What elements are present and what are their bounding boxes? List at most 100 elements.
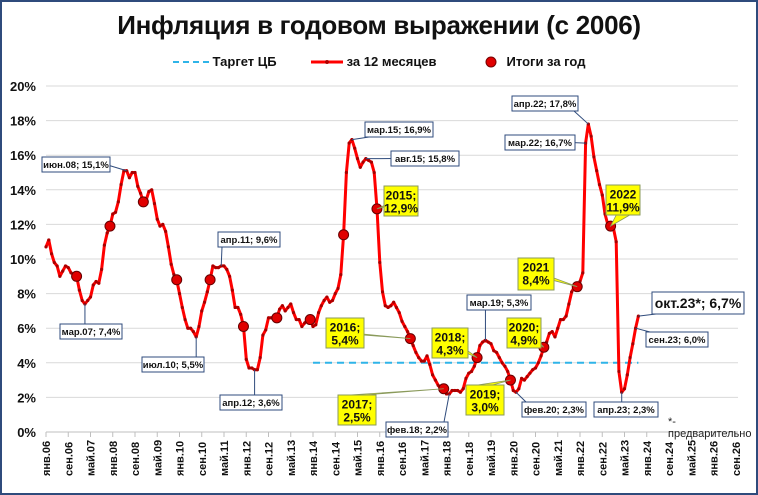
svg-text:2020;: 2020; [509,320,540,334]
svg-text:апр.11; 9,6%: апр.11; 9,6% [221,235,279,246]
x-tick-label: сен.16 [397,442,409,476]
x-tick-label: сен.14 [330,441,342,476]
x-axis-ticks: янв.06 сен.06 май.07 янв.08 сен.08 май.09 янв.… [41,432,743,476]
legend-item-target: Таргет ЦБ [172,54,277,69]
annual-dot [137,196,149,208]
y-tick-label: 18% [10,114,36,129]
x-tick-label: янв.16 [375,441,387,476]
annual-dot [104,220,116,232]
annual-dot [237,320,249,332]
x-tick-label: янв.14 [308,440,320,476]
point-callout: фев.18; 2,2% [385,393,450,438]
x-tick-label: май.11 [219,440,231,476]
svg-text:2015;: 2015; [386,188,417,202]
svg-text:фев.18; 2,2%: фев.18; 2,2% [387,425,448,436]
svg-text:2017;: 2017; [342,397,373,411]
svg-text:апр.23; 2,3%: апр.23; 2,3% [597,405,655,416]
y-tick-label: 8% [17,287,36,302]
x-tick-label: сен.20 [531,442,543,476]
x-tick-label: сен.24 [664,441,676,476]
x-tick-label: сен.22 [597,442,609,476]
svg-text:8,4%: 8,4% [522,273,550,287]
chart-title: Инфляция в годовом выражении (с 2006) [117,10,641,40]
legend-label-annual: Итоги за год [506,54,586,69]
point-callout: фев.20; 2,3% [515,391,587,418]
y-tick-label: 14% [10,183,36,198]
x-tick-label: май.13 [286,440,298,476]
svg-text:фев.20; 2,3%: фев.20; 2,3% [524,405,585,416]
y-tick-label: 16% [10,148,36,163]
year-callout: 2018;4,3% [431,327,478,359]
x-tick-label: янв.26 [709,441,721,476]
y-tick-label: 2% [17,390,36,405]
svg-text:апр.22; 17,8%: апр.22; 17,8% [514,99,577,110]
red-dot-icon [485,56,497,67]
year-callout: 2019;3,0% [465,379,511,416]
x-tick-label: сен.26 [731,442,743,476]
x-tick-label: май.21 [553,440,565,476]
svg-text:мар.07; 7,4%: мар.07; 7,4% [62,327,121,338]
x-tick-label: май.17 [419,440,431,476]
svg-text:2,5%: 2,5% [343,410,371,424]
year-callout: 2017;2,5% [337,388,444,426]
point-callout: окт.23*; 6,7% [638,291,745,317]
svg-text:сен.23; 6,0%: сен.23; 6,0% [649,335,707,346]
svg-text:4,9%: 4,9% [510,333,538,347]
y-tick-label: 20% [10,79,36,94]
svg-text:2016;: 2016; [330,320,361,334]
svg-text:2022: 2022 [610,187,637,201]
point-callout: апр.12; 3,6% [219,369,283,411]
svg-text:апр.12; 3,6%: апр.12; 3,6% [222,398,280,409]
point-callout: июл.10; 5,5% [141,336,205,373]
x-tick-label: май.19 [486,440,498,476]
x-tick-label: янв.06 [41,441,53,476]
svg-text:2019;: 2019; [470,387,501,401]
point-callout: мар.22; 16,7% [504,134,586,151]
point-callout: июн.08; 15,1% [41,156,127,173]
point-callout: апр.23; 2,3% [593,392,659,418]
svg-text:4,3%: 4,3% [436,343,464,357]
x-tick-label: май.15 [353,440,365,476]
red-line-marker-icon [310,59,343,64]
y-tick-label: 6% [17,321,36,336]
svg-text:июл.10; 5,5%: июл.10; 5,5% [143,360,204,371]
chart-legend: Таргет ЦБ за 12 месяцев Итоги за год [0,54,758,69]
x-tick-label: янв.18 [442,441,454,476]
x-tick-label: сен.12 [264,442,276,476]
annual-dot [71,270,83,282]
x-tick-label: янв.24 [642,440,654,476]
point-callout: сен.23; 6,0% [635,327,709,348]
annual-dot [338,229,350,241]
svg-text:мар.22; 16,7%: мар.22; 16,7% [508,138,572,149]
callouts: июн.08; 15,1% мар.07; 7,4% июл.10; 5,5% апр… [41,95,745,438]
x-tick-label: янв.12 [241,441,253,476]
annual-dot [204,274,216,286]
y-axis-ticks: 0% 2% 4% 6% 8% 10% 12% 14% 16% 18% 20% [10,79,36,440]
annual-dot [271,312,283,324]
x-tick-label: сен.18 [464,442,476,476]
x-tick-label: янв.10 [175,441,187,476]
y-tick-label: 4% [17,356,36,371]
svg-text:3,0%: 3,0% [471,400,499,414]
svg-text:2018;: 2018; [435,330,466,344]
year-callout: 2015;12,9% [376,185,419,217]
y-tick-label: 10% [10,252,36,267]
x-tick-label: янв.20 [508,441,520,476]
point-callout: апр.22; 17,8% [511,95,589,125]
x-tick-label: янв.22 [575,441,587,476]
svg-text:окт.23*; 6,7%: окт.23*; 6,7% [655,295,742,311]
svg-text:11,9%: 11,9% [606,200,640,214]
x-tick-label: май.25 [686,440,698,476]
x-tick-label: янв.08 [108,441,120,476]
x-tick-label: сен.08 [130,442,142,476]
point-callout: мар.15; 16,9% [351,121,434,141]
legend-label-target: Таргет ЦБ [212,54,277,69]
svg-text:12,9%: 12,9% [384,201,418,215]
year-callout: 2020;4,9% [506,317,545,349]
annual-dot [304,314,316,326]
svg-text:авг.15; 15,8%: авг.15; 15,8% [395,154,456,165]
point-callout: авг.15; 15,8% [365,150,460,167]
legend-item-monthly: за 12 месяцев [310,54,437,69]
